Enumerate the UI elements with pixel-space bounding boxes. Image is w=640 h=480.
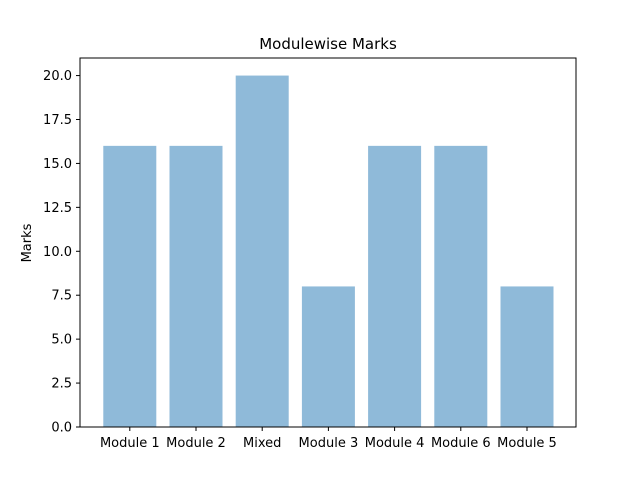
- bar-module-5: [500, 286, 554, 427]
- y-axis-title: Marks: [20, 223, 35, 262]
- y-tick-label: 10.0: [43, 245, 72, 260]
- x-axis: Module 1 Module 2 Mixed Module 3 Module 4 Mod…: [100, 427, 557, 451]
- y-tick-label: 7.5: [51, 289, 72, 304]
- y-axis: 0.0 2.5 5.0 7.5 10.0 12.5 15.0 17.5 20.0: [43, 69, 80, 436]
- y-tick-label: 12.5: [43, 201, 72, 216]
- bars-layer: [103, 75, 554, 428]
- bar-mixed: [235, 75, 289, 427]
- y-tick-label: 2.5: [51, 377, 72, 392]
- x-tick-label: Module 4: [365, 436, 425, 451]
- x-tick-label: Module 5: [497, 436, 557, 451]
- bar-module-1: [103, 145, 157, 428]
- y-tick-label: 0.0: [51, 421, 72, 436]
- chart-title: Modulewise Marks: [259, 35, 397, 53]
- x-tick-label: Mixed: [243, 436, 281, 451]
- y-tick-label: 5.0: [51, 333, 72, 348]
- x-tick-label: Module 6: [431, 436, 491, 451]
- x-tick-label: Module 3: [299, 436, 359, 451]
- y-tick-label: 20.0: [43, 69, 72, 84]
- bar-module-2: [169, 145, 223, 428]
- y-tick-label: 17.5: [43, 113, 72, 128]
- y-tick-label: 15.0: [43, 157, 72, 172]
- bar-module-4: [368, 145, 422, 428]
- bar-module-3: [301, 286, 355, 427]
- bar-module-6: [434, 145, 488, 428]
- x-tick-label: Module 2: [166, 436, 226, 451]
- x-tick-label: Module 1: [100, 436, 160, 451]
